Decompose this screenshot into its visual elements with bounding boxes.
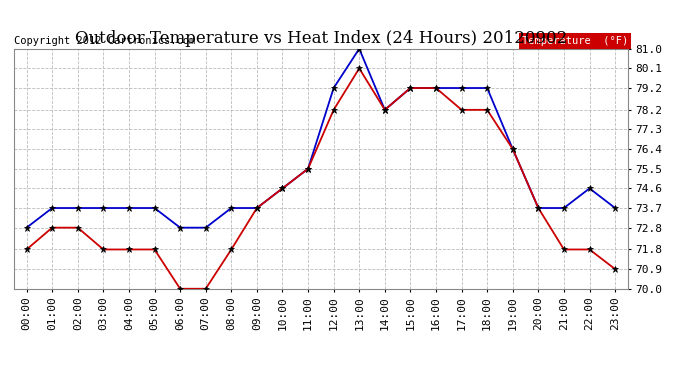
Text: Copyright 2012 Cartronics.com: Copyright 2012 Cartronics.com [14,36,195,46]
Title: Outdoor Temperature vs Heat Index (24 Hours) 20120902: Outdoor Temperature vs Heat Index (24 Ho… [75,30,567,47]
Text: Temperature  (°F): Temperature (°F) [522,36,628,46]
Text: Heat Index  (°F): Heat Index (°F) [527,36,627,46]
